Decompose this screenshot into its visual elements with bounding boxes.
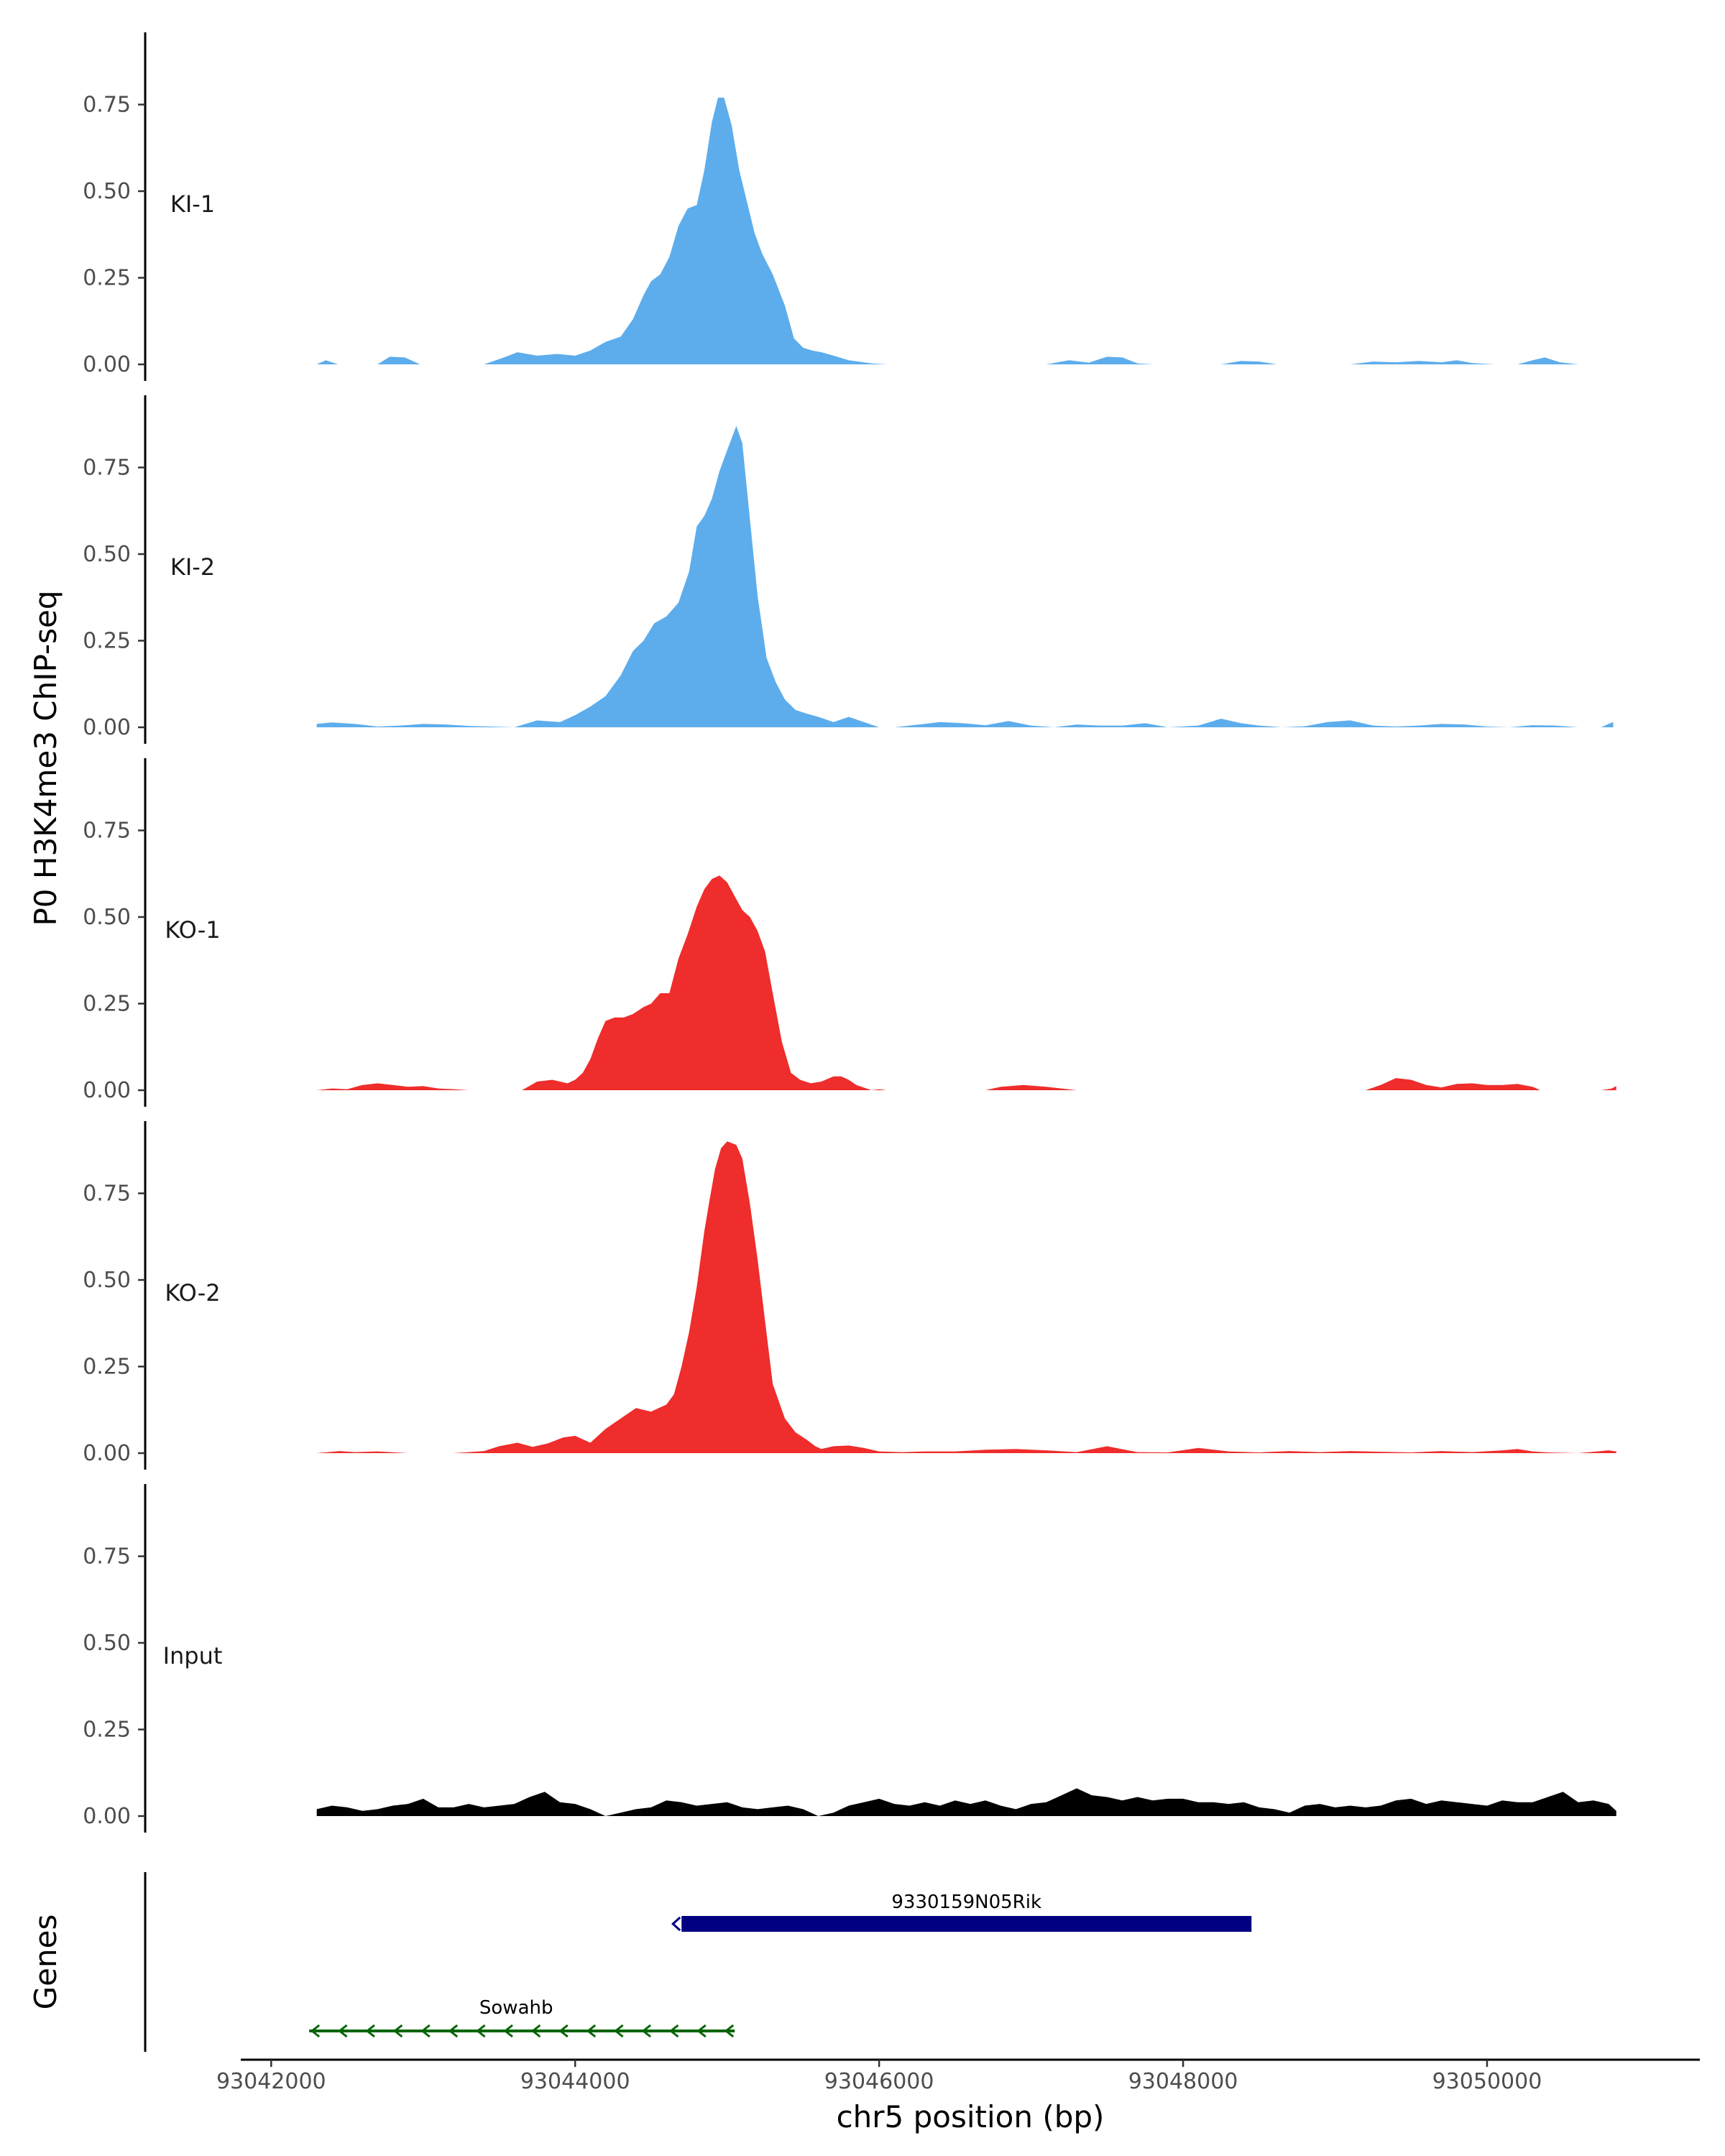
track-label: KI-1	[170, 190, 215, 218]
gene-strand-arrow	[586, 2024, 597, 2038]
gene-strand-arrow	[503, 2024, 513, 2038]
y-tick-label: 0.75	[83, 1181, 131, 1207]
signal-area-ko-1	[316, 875, 1616, 1090]
gene-strand-arrow	[724, 2024, 735, 2038]
gene-strand-arrow	[365, 2024, 375, 2038]
gene-strand-arrow	[420, 2024, 431, 2038]
gene-track: Genes 9330159N05Rik Sowahb	[28, 1872, 1252, 2052]
y-tick-label: 0.75	[83, 819, 131, 844]
track-label: KI-2	[170, 553, 215, 581]
gene-strand-arrow	[310, 2024, 321, 2038]
track-input: 0.00 0.25 0.50 0.75 Input	[83, 1484, 1616, 1833]
y-tick-label: 0.00	[83, 352, 131, 377]
gene-label: Sowahb	[479, 1997, 553, 2019]
y-axis-title: P0 H3K4me3 ChIP-seq	[28, 590, 63, 926]
y-tick-label: 0.00	[83, 1078, 131, 1103]
track-ko-1: 0.00 0.25 0.50 0.75 KO-1	[83, 758, 1616, 1107]
gene-strand-arrow	[669, 2024, 679, 2038]
track-label: KO-1	[165, 916, 220, 944]
x-tick-label: 93050000	[1432, 2069, 1542, 2094]
x-tick-label: 93042000	[216, 2069, 326, 2094]
gene-strand-arrow	[392, 2024, 403, 2038]
y-tick-label: 0.00	[83, 715, 131, 740]
y-tick-label: 0.75	[83, 456, 131, 481]
gene-strand-arrow	[448, 2024, 459, 2038]
gene-strand-arrow	[530, 2024, 541, 2038]
gene-track-title: Genes	[28, 1915, 63, 2010]
track-ki-1: 0.00 0.25 0.50 0.75 KI-1	[83, 32, 1578, 381]
track-ko-2: 0.00 0.25 0.50 0.75 KO-2	[83, 1121, 1616, 1470]
signal-area-ki-2	[316, 425, 1614, 727]
gene-strand-arrow	[476, 2024, 486, 2038]
y-tick-label: 0.75	[83, 1544, 131, 1570]
y-tick-label: 0.50	[83, 542, 131, 567]
x-tick-label: 93046000	[824, 2069, 934, 2094]
y-tick-label: 0.25	[83, 1718, 131, 1743]
gene-exon-bar	[681, 1916, 1252, 1932]
gene-sowahb: Sowahb	[309, 1997, 735, 2038]
gene-9330159n05rik: 9330159N05Rik	[671, 1892, 1252, 1932]
x-tick-label: 93048000	[1128, 2069, 1238, 2094]
signal-area-input	[316, 1788, 1616, 1816]
y-tick-label: 0.25	[83, 629, 131, 654]
x-tick-label: 93044000	[520, 2069, 630, 2094]
gene-strand-arrow	[614, 2024, 624, 2038]
y-tick-label: 0.25	[83, 992, 131, 1017]
gene-strand-arrow	[338, 2024, 348, 2038]
y-tick-label: 0.50	[83, 1268, 131, 1293]
gene-strand-arrow	[696, 2024, 707, 2038]
y-tick-label: 0.50	[83, 905, 131, 930]
y-tick-label: 0.75	[83, 93, 131, 118]
signal-tracks: 0.00 0.25 0.50 0.75 KI-1 0.00 0.25 0.50 0.75 KI-2…	[83, 32, 1616, 1833]
track-label: KO-2	[165, 1279, 220, 1307]
gene-strand-arrow	[558, 2024, 569, 2038]
y-tick-label: 0.00	[83, 1804, 131, 1829]
gene-label: 9330159N05Rik	[891, 1892, 1041, 1913]
y-tick-label: 0.25	[83, 1355, 131, 1380]
y-tick-label: 0.50	[83, 179, 131, 204]
gene-strand-arrow	[671, 1916, 681, 1932]
x-axis-title: chr5 position (bp)	[837, 2099, 1105, 2134]
track-label: Input	[163, 1642, 223, 1669]
gene-strand-arrow	[641, 2024, 651, 2038]
y-tick-label: 0.25	[83, 266, 131, 291]
y-tick-label: 0.00	[83, 1441, 131, 1466]
y-tick-label: 0.50	[83, 1631, 131, 1656]
x-axis: 93042000 93044000 93046000 93048000 93050000	[216, 2058, 1700, 2094]
track-ki-2: 0.00 0.25 0.50 0.75 KI-2	[83, 395, 1614, 744]
